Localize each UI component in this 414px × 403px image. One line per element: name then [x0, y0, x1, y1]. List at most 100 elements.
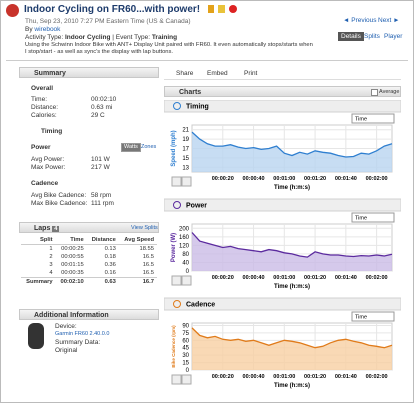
zoom-button[interactable] — [171, 275, 182, 286]
column-header: Distance — [91, 237, 116, 243]
section-label[interactable]: Timing — [41, 128, 63, 135]
zoom-button[interactable] — [171, 374, 182, 385]
x-tick-label: 00:00:40 — [243, 176, 265, 182]
x-tick-label: 00:02:00 — [366, 275, 388, 281]
chart-select[interactable] — [351, 212, 395, 223]
zoom-button[interactable] — [181, 374, 192, 385]
y-axis-label: Speed (mph) — [171, 130, 177, 166]
cell: 16.5 — [142, 270, 154, 276]
chart-title: Cadence — [186, 302, 215, 309]
chart-title: Power — [186, 203, 207, 210]
activity-icon — [6, 4, 19, 17]
x-tick-label: 00:01:00 — [273, 176, 295, 182]
laps-header: Laps 4 — [19, 222, 159, 233]
previous-label[interactable]: Previous — [351, 17, 377, 24]
x-tick-label: 00:02:00 — [366, 176, 388, 182]
y-tick-label: 13 — [182, 165, 189, 171]
type-line: Activity Type: Indoor Cycling | Event Ty… — [25, 34, 177, 41]
cell: 1 — [49, 246, 53, 252]
cell: 0.63 — [104, 279, 116, 285]
y-tick-label: 120 — [179, 243, 190, 249]
chart-icon — [173, 201, 181, 209]
y-tick-label: 21 — [182, 128, 189, 134]
tab[interactable]: Details — [338, 32, 364, 41]
chart-header — [164, 297, 401, 311]
tab[interactable]: Splits — [364, 33, 380, 40]
x-tick-label: 00:00:40 — [243, 275, 265, 281]
summary-data: Original — [55, 347, 78, 354]
row-value: 58 rpm — [91, 192, 112, 199]
y-tick-label: 160 — [179, 235, 190, 241]
device[interactable]: Garmin FR60 2.40.0.0 — [55, 331, 110, 337]
row-label: Distance: — [31, 104, 59, 111]
chart-select[interactable] — [351, 113, 395, 124]
cell: 00:00:35 — [61, 270, 84, 276]
cell: 00:00:55 — [61, 254, 84, 260]
row-value: 101 W — [91, 156, 110, 163]
average-label: Average — [379, 89, 400, 95]
next[interactable]: Next ► — [378, 17, 400, 24]
x-tick-label: 00:01:40 — [335, 374, 357, 380]
cell: 16.7 — [142, 279, 154, 285]
average-checkbox[interactable] — [371, 89, 378, 96]
column-header: Avg Speed — [124, 237, 154, 243]
row-value: 29 C — [91, 112, 105, 119]
y-axis-label: Power (W) — [171, 233, 177, 262]
chart-icon — [173, 102, 181, 110]
charts-header: Charts — [164, 86, 401, 97]
title: Indoor Cycling on FR60...with power! — [24, 4, 201, 15]
view-splits[interactable]: View Splits — [131, 225, 158, 231]
summary-header: Summary — [19, 67, 159, 78]
share[interactable]: Share — [176, 70, 194, 77]
cell: 0.13 — [104, 246, 116, 252]
cell: 4 — [49, 270, 53, 276]
author-line: By wirebook — [25, 26, 60, 33]
activity-type-label: Activity Type: — [25, 34, 64, 41]
previous[interactable]: ◄ Previous — [343, 17, 377, 24]
laps-count: 4 — [52, 226, 60, 232]
tab[interactable]: Player — [384, 33, 403, 40]
favorite-icon[interactable] — [218, 5, 225, 13]
laps-title: Laps — [34, 225, 51, 232]
x-tick-label: 00:01:00 — [273, 275, 295, 281]
print[interactable]: Print — [244, 70, 258, 77]
x-tick-label: 00:00:20 — [212, 176, 234, 182]
cell: Summary — [26, 279, 53, 285]
embed[interactable]: Embed — [207, 70, 228, 77]
section-label[interactable]: Overall — [31, 85, 54, 92]
zoom-button[interactable] — [181, 275, 192, 286]
chart-select-label: Time — [355, 315, 367, 321]
x-tick-label: 00:00:20 — [212, 374, 234, 380]
row-label: Max Power: — [31, 164, 66, 171]
x-tick-label: 00:01:20 — [304, 176, 326, 182]
date: Thu, Sep 23, 2010 7:27 PM Eastern Time (… — [25, 18, 191, 25]
x-tick-label: 00:01:20 — [304, 275, 326, 281]
area — [192, 232, 392, 271]
y-tick-label: 80 — [182, 252, 189, 258]
cell: 2 — [49, 254, 53, 260]
line — [191, 327, 393, 349]
row-label: Calories: — [31, 112, 57, 119]
unit-button[interactable]: Watts — [121, 143, 141, 152]
zoom-button[interactable] — [181, 176, 192, 187]
y-tick-label: 60 — [182, 338, 189, 344]
cell: 0.16 — [104, 270, 116, 276]
section-label[interactable]: Power — [31, 144, 51, 151]
activity-type: Indoor Cycling — [64, 34, 111, 41]
section-label[interactable]: Cadence — [31, 180, 59, 187]
row-label: Max Bike Cadence: — [31, 200, 88, 207]
zoom-button[interactable] — [171, 176, 182, 187]
x-tick-label: 00:01:40 — [335, 176, 357, 182]
cell: 3 — [49, 262, 53, 268]
row-label: Avg Power: — [31, 156, 65, 163]
separator — [6, 60, 408, 61]
delete-icon[interactable] — [229, 5, 237, 13]
laps-table: Split Time Distance Avg Speed 1 00:00:25 0.13… — [21, 236, 157, 286]
author[interactable]: wirebook — [34, 26, 61, 33]
edit-icon[interactable] — [208, 5, 214, 13]
chart-select[interactable] — [351, 311, 395, 322]
y-tick-label: 200 — [179, 226, 190, 232]
y-tick-label: 15 — [182, 361, 189, 367]
zones-link[interactable]: Zones — [141, 144, 157, 150]
next-label[interactable]: Next — [378, 17, 392, 24]
